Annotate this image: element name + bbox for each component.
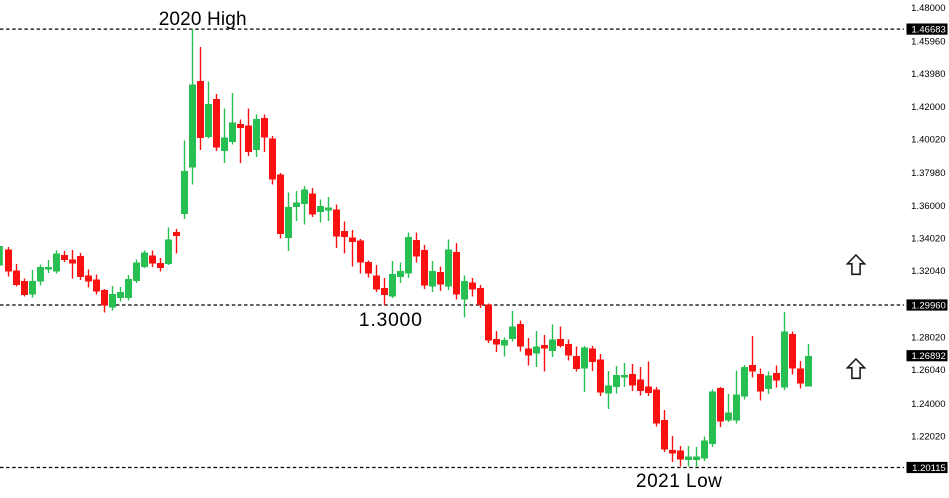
svg-text:1.46683: 1.46683 (911, 25, 945, 36)
svg-text:1.3000: 1.3000 (359, 309, 423, 331)
svg-text:1.26040: 1.26040 (911, 365, 945, 376)
svg-text:1.40020: 1.40020 (911, 134, 945, 145)
svg-text:1.45960: 1.45960 (911, 36, 945, 47)
svg-text:2021 Low: 2021 Low (636, 471, 722, 492)
svg-text:1.22020: 1.22020 (911, 432, 945, 443)
svg-text:1.26892: 1.26892 (911, 351, 945, 362)
svg-text:1.42000: 1.42000 (911, 102, 945, 113)
svg-text:1.48000: 1.48000 (911, 3, 945, 14)
svg-text:1.32040: 1.32040 (911, 266, 945, 277)
svg-text:1.34020: 1.34020 (911, 234, 945, 245)
svg-text:1.29960: 1.29960 (911, 300, 945, 311)
svg-text:1.36000: 1.36000 (911, 201, 945, 212)
svg-text:2020 High: 2020 High (159, 9, 247, 30)
svg-text:1.37980: 1.37980 (911, 168, 945, 179)
svg-text:1.28020: 1.28020 (911, 333, 945, 344)
svg-text:1.24000: 1.24000 (911, 399, 945, 410)
svg-text:1.43980: 1.43980 (911, 69, 945, 80)
svg-text:1.20115: 1.20115 (912, 463, 946, 474)
